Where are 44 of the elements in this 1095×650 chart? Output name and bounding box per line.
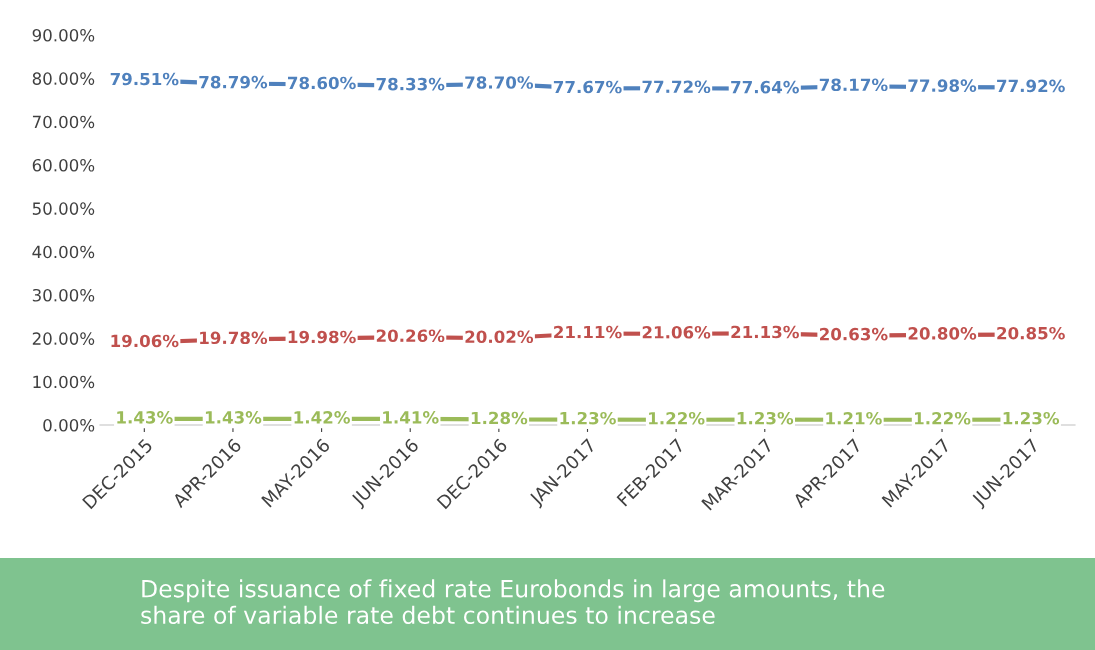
data-label: 77.64% <box>731 80 799 94</box>
data-label: 20.26% <box>376 329 445 343</box>
y-tick-label: 40.00% <box>32 245 95 259</box>
data-label: 77.98% <box>908 79 977 92</box>
data-label: 78.17% <box>819 78 888 92</box>
data-label: 1.23% <box>737 411 794 425</box>
y-tick-label: 20.00% <box>32 332 95 345</box>
data-label: 79.51% <box>110 72 179 86</box>
y-tick-label: 60.00% <box>32 158 95 172</box>
data-label: 77.92% <box>997 79 1065 93</box>
y-tick-label: 70.00% <box>32 115 95 129</box>
y-tick-label: 30.00% <box>32 288 95 302</box>
data-label: 77.72% <box>642 80 711 94</box>
data-label: 78.70% <box>465 76 534 89</box>
data-label: 1.22% <box>915 411 971 425</box>
data-label: 1.41% <box>383 411 439 424</box>
data-label: 19.78% <box>200 331 268 345</box>
y-tick-label: 10.00% <box>33 375 95 389</box>
data-label: 77.67% <box>553 80 622 94</box>
data-label: 20.02% <box>465 330 534 344</box>
data-label: 21.06% <box>642 325 711 339</box>
y-tick-label: 50.00% <box>32 202 95 215</box>
data-label: 1.21% <box>826 411 882 425</box>
data-label: 1.42% <box>294 411 350 424</box>
text: Despite issuance of fixed rate Eurobonds in large amounts, the share of variable rate debt continues to increase <box>141 579 885 625</box>
data-label: 1.43% <box>117 411 173 424</box>
data-label: 1.23% <box>1003 411 1060 425</box>
data-label: 20.80% <box>908 327 977 340</box>
data-label: 21.11% <box>554 325 622 339</box>
data-label: 1.43% <box>205 411 262 424</box>
data-label: 21.13% <box>731 325 799 339</box>
data-label: 1.22% <box>649 411 705 425</box>
y-tick-label: 80.00% <box>32 72 95 85</box>
data-label: 78.60% <box>288 76 356 90</box>
data-label: 19.06% <box>111 334 179 348</box>
data-label: 20.85% <box>997 326 1065 340</box>
data-label: 20.63% <box>820 327 888 341</box>
data-label: 1.28% <box>471 411 528 425</box>
y-tick-label: 0.00% <box>43 418 95 432</box>
data-label: 78.79% <box>199 75 268 89</box>
y-tick-label: 90.00% <box>32 28 95 42</box>
data-label: 1.23% <box>560 411 616 425</box>
data-label: 19.98% <box>288 330 356 344</box>
data-label: 78.33% <box>376 77 445 91</box>
